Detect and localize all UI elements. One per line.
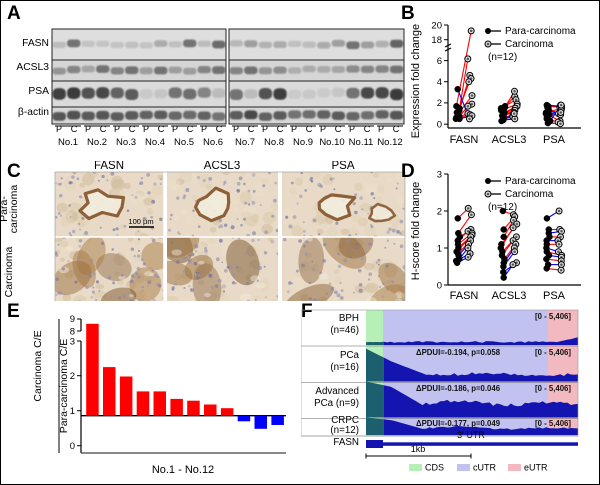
svg-text:FASN: FASN: [94, 161, 124, 172]
svg-text:Para-carcinoma C/E: Para-carcinoma C/E: [58, 339, 70, 434]
svg-text:(n=12): (n=12): [488, 52, 517, 63]
svg-text:No.4: No.4: [145, 137, 165, 148]
svg-text:2: 2: [437, 207, 442, 218]
svg-text:18: 18: [431, 35, 442, 46]
svg-text:Carcinoma: Carcinoma: [505, 189, 554, 200]
svg-text:H-score fold change: H-score fold change: [410, 182, 422, 280]
svg-text:20: 20: [431, 21, 442, 32]
svg-text:No.8: No.8: [264, 137, 284, 148]
svg-text:6: 6: [437, 56, 442, 67]
svg-text:ACSL3: ACSL3: [204, 161, 240, 172]
svg-text:CDS: CDS: [425, 463, 444, 473]
svg-text:BPH: BPH: [339, 313, 359, 324]
svg-text:ACSL3: ACSL3: [492, 134, 527, 146]
svg-text:ΔPDUI=-0.194, p=0.058: ΔPDUI=-0.194, p=0.058: [416, 348, 501, 357]
svg-text:0: 0: [70, 441, 75, 452]
svg-text:4: 4: [437, 77, 442, 88]
svg-text:No.9: No.9: [293, 137, 313, 148]
svg-text:2: 2: [437, 98, 442, 109]
svg-text:ACSL3: ACSL3: [16, 62, 49, 73]
svg-text:2: 2: [70, 371, 75, 382]
svg-text:FASN: FASN: [333, 437, 359, 448]
svg-text:0: 0: [437, 281, 442, 292]
svg-text:[0 - 5,406]: [0 - 5,406]: [535, 348, 571, 357]
svg-text:(n=12): (n=12): [330, 425, 359, 436]
svg-text:PSA: PSA: [28, 86, 49, 97]
svg-text:3: 3: [70, 337, 75, 348]
svg-text:Carcinoma: Carcinoma: [505, 39, 554, 50]
svg-text:9: 9: [70, 314, 75, 325]
svg-text:(n=16): (n=16): [330, 362, 359, 373]
svg-text:1: 1: [437, 244, 442, 255]
svg-text:cUTR: cUTR: [473, 463, 496, 473]
svg-text:PSA: PSA: [543, 134, 566, 146]
svg-text:(n=12): (n=12): [488, 202, 517, 213]
svg-text:3: 3: [437, 170, 442, 181]
svg-text:Para-carcinoma: Para-carcinoma: [505, 26, 576, 37]
svg-text:Carcinoma C/E: Carcinoma C/E: [32, 330, 44, 401]
svg-text:1kb: 1kb: [411, 444, 426, 454]
svg-text:β-actin: β-actin: [18, 107, 49, 118]
svg-text:FASN: FASN: [450, 290, 479, 301]
svg-text:FASN: FASN: [22, 38, 49, 49]
svg-text:0: 0: [437, 120, 442, 131]
svg-text:No.12: No.12: [377, 137, 402, 148]
svg-text:[0 - 5,406]: [0 - 5,406]: [535, 312, 571, 321]
svg-text:carcinoma: carcinoma: [8, 185, 20, 234]
svg-text:[0 - 5,406]: [0 - 5,406]: [535, 419, 571, 428]
svg-text:eUTR: eUTR: [524, 463, 548, 473]
svg-text:PSA: PSA: [543, 290, 566, 301]
svg-text:No.5: No.5: [174, 137, 194, 148]
svg-text:Para-carcinoma: Para-carcinoma: [505, 176, 576, 187]
svg-text:Advanced: Advanced: [315, 386, 359, 397]
svg-text:100 µm: 100 µm: [128, 217, 153, 226]
svg-text:PCa (n=9): PCa (n=9): [314, 398, 359, 409]
svg-text:Expression fold change: Expression fold change: [410, 24, 422, 138]
svg-text:ΔPDUI=-0.186, p=0.046: ΔPDUI=-0.186, p=0.046: [416, 384, 501, 393]
svg-text:[0 - 5,406]: [0 - 5,406]: [535, 384, 571, 393]
svg-text:(n=46): (n=46): [330, 325, 359, 336]
svg-text:No.7: No.7: [235, 137, 255, 148]
svg-text:ACSL3: ACSL3: [492, 290, 527, 301]
svg-text:No.11: No.11: [349, 137, 374, 148]
svg-text:3' UTR: 3' UTR: [457, 430, 485, 440]
svg-text:No.6: No.6: [203, 137, 223, 148]
svg-text:No.1: No.1: [58, 137, 78, 148]
svg-text:FASN: FASN: [450, 134, 479, 146]
svg-text:1: 1: [70, 406, 75, 417]
svg-text:No.3: No.3: [116, 137, 136, 148]
svg-text:No.1 - No.12: No.1 - No.12: [152, 464, 214, 476]
svg-text:Carcinoma: Carcinoma: [3, 246, 15, 297]
svg-text:PSA: PSA: [331, 161, 354, 172]
svg-text:No.2: No.2: [87, 137, 107, 148]
svg-text:PCa: PCa: [340, 350, 360, 361]
svg-text:ΔPDUI=-0.177, p=0.049: ΔPDUI=-0.177, p=0.049: [416, 419, 501, 428]
svg-text:No.10: No.10: [319, 137, 344, 148]
